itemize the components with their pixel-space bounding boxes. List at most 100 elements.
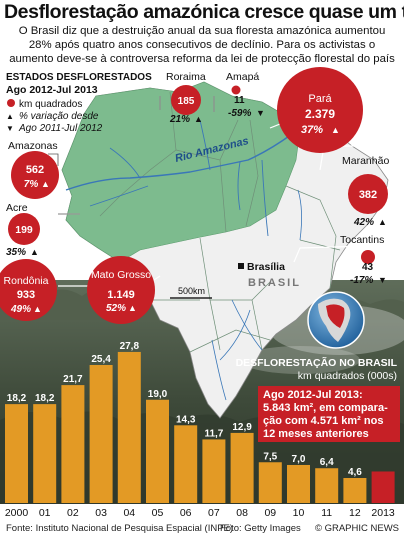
capital-label: Brasília (247, 261, 285, 273)
state-km2-rondonia: 933 (17, 289, 35, 301)
capital-marker (238, 263, 244, 269)
bar-01 (33, 404, 57, 503)
state-pct-para: 37% (301, 124, 323, 136)
minor-rivers (211, 299, 263, 401)
bar-07 (202, 439, 226, 503)
intro-text: O Brasil diz que a destruição anual da s… (3, 24, 401, 66)
state-name-para: Pará (308, 93, 332, 105)
state-km2-para: 2.379 (305, 107, 335, 121)
amazon-river (65, 119, 302, 361)
bubble-amazonas (11, 151, 59, 199)
x-tick-label: 07 (208, 507, 220, 519)
state-trend-tocantins: ▼ (378, 275, 387, 285)
state-name-mato-grosso-1: Mato Grosso (91, 269, 151, 281)
x-tick-label: 05 (152, 507, 164, 519)
state-km2-roraima: 185 (178, 96, 195, 107)
legend-km-label: km quadrados (19, 99, 82, 110)
bar-value-label: 25,4 (91, 354, 111, 365)
state-name-amapa: Amapá (226, 71, 259, 83)
bar-value-label: 14,3 (176, 414, 196, 425)
bar-08 (230, 432, 254, 503)
highlight-callout: Ago 2012-Jul 2013: 5.843 km², em compara… (258, 386, 400, 442)
state-km2-mato-grosso: 1.149 (107, 289, 135, 301)
state-km2-maranhao: 382 (359, 189, 377, 201)
bubble-mato-grosso (87, 256, 155, 324)
bar-06 (174, 425, 198, 503)
state-pct-maranhao: 42% (353, 217, 374, 228)
chart-subtitle: km quadrados (000s) (298, 370, 397, 382)
bubble-tocantins (361, 250, 375, 264)
state-km2-amapa: 11 (234, 95, 245, 106)
callout-line: 5.843 km², em compara- (263, 402, 388, 414)
brazil-map: Rio Amazonas Brasília BRASIL 500km (61, 81, 389, 419)
state-name-roraima: Roraima (166, 71, 206, 83)
country-label: BRASIL (248, 277, 301, 289)
x-tick-label: 10 (293, 507, 305, 519)
x-tick-label: 04 (123, 507, 135, 519)
bar-value-label: 18,2 (7, 393, 27, 404)
bar-03 (89, 364, 113, 503)
state-name-tocantins: Tocantins (340, 234, 384, 246)
state-pct-amapa: -59% (228, 108, 251, 119)
footer-source: Fonte: Instituto Nacional de Pesquisa Es… (6, 523, 234, 534)
bar-09 (258, 462, 282, 503)
bar-value-label: 21,7 (63, 374, 83, 385)
bar-value-label: 4,6 (348, 467, 362, 478)
state-name-maranhao: Maranhão (342, 155, 389, 167)
bar-12 (343, 478, 367, 503)
state-name-amazonas: Amazonas (8, 140, 58, 152)
bar-value-label: 12,9 (232, 422, 252, 433)
scale-label: 500km (178, 286, 205, 296)
bubble-amapa (231, 85, 241, 95)
bar-2000 (5, 404, 28, 503)
bar-value-label: 27,8 (120, 341, 140, 352)
bar-10 (287, 464, 310, 503)
x-tick-label: 01 (39, 507, 51, 519)
page-title: Desflorestação amazónica cresce quase um… (4, 1, 404, 23)
bubble-maranhao (348, 174, 388, 214)
intro-line: aumento deve-se à controversa reforma da… (9, 53, 395, 65)
x-tick-label: 06 (180, 507, 192, 519)
x-tick-label: 12 (349, 507, 361, 519)
state-trend-roraima: ▲ (194, 114, 203, 124)
legend-period: Ago 2012-Jul 2013 (6, 84, 98, 96)
x-tick-label: 09 (264, 507, 276, 519)
bar-11 (315, 468, 339, 503)
state-trend-acre: ▲ (30, 247, 39, 257)
state-km2-tocantins: 43 (362, 262, 374, 273)
state-pct-roraima: 21% (169, 114, 190, 125)
legend-pct-label: % variação desde (19, 111, 99, 122)
state-trend-mato-grosso: ▲ (128, 303, 137, 313)
x-tick-label: 03 (95, 507, 107, 519)
legend-pct-period: Ago 2011-Jul 2012 (18, 123, 103, 134)
footer-photo-credit: Foto: Getty Images (220, 523, 301, 534)
footer-copyright: © GRAPHIC NEWS (314, 523, 399, 534)
state-km2-acre: 199 (15, 224, 33, 236)
state-pct-amazonas: 7% (24, 179, 39, 190)
state-pct-mato-grosso: 52% (106, 303, 126, 314)
x-tick-label: 02 (67, 507, 79, 519)
intro-line: O Brasil diz que a destruição anual da s… (18, 25, 386, 37)
state-name-rondonia: Rondônia (4, 275, 49, 287)
globe-inset (307, 291, 365, 349)
state-pct-acre: 35% (6, 247, 26, 258)
bar-02 (61, 385, 85, 503)
callout-line: Ago 2012-Jul 2013: (263, 389, 363, 401)
x-tick-label: 08 (236, 507, 248, 519)
bar-value-label: 7,0 (292, 454, 306, 465)
state-labels: Roraima 185 21% ▲ Amapá 11 -59% ▼ Pará 2… (4, 71, 390, 315)
x-tick-label: 2000 (5, 507, 29, 519)
legend-bubble-icon (7, 99, 15, 107)
bubble-roraima (171, 85, 201, 115)
state-km2-amazonas: 562 (26, 164, 44, 176)
legend-down-icon: ▼ (6, 124, 14, 133)
chart-title: DESFLORESTAÇÃO NO BRASIL (236, 356, 398, 369)
state-trend-amapa: ▼ (256, 108, 265, 118)
state-pct-rondonia: 49% (10, 304, 31, 315)
bubble-rondonia (0, 259, 57, 321)
intro-line: 28% após quatro anos consecutivos de dec… (28, 39, 376, 51)
x-tick-label: 11 (321, 507, 332, 519)
state-trend-para: ▲ (331, 125, 340, 135)
state-bubbles (0, 67, 388, 324)
